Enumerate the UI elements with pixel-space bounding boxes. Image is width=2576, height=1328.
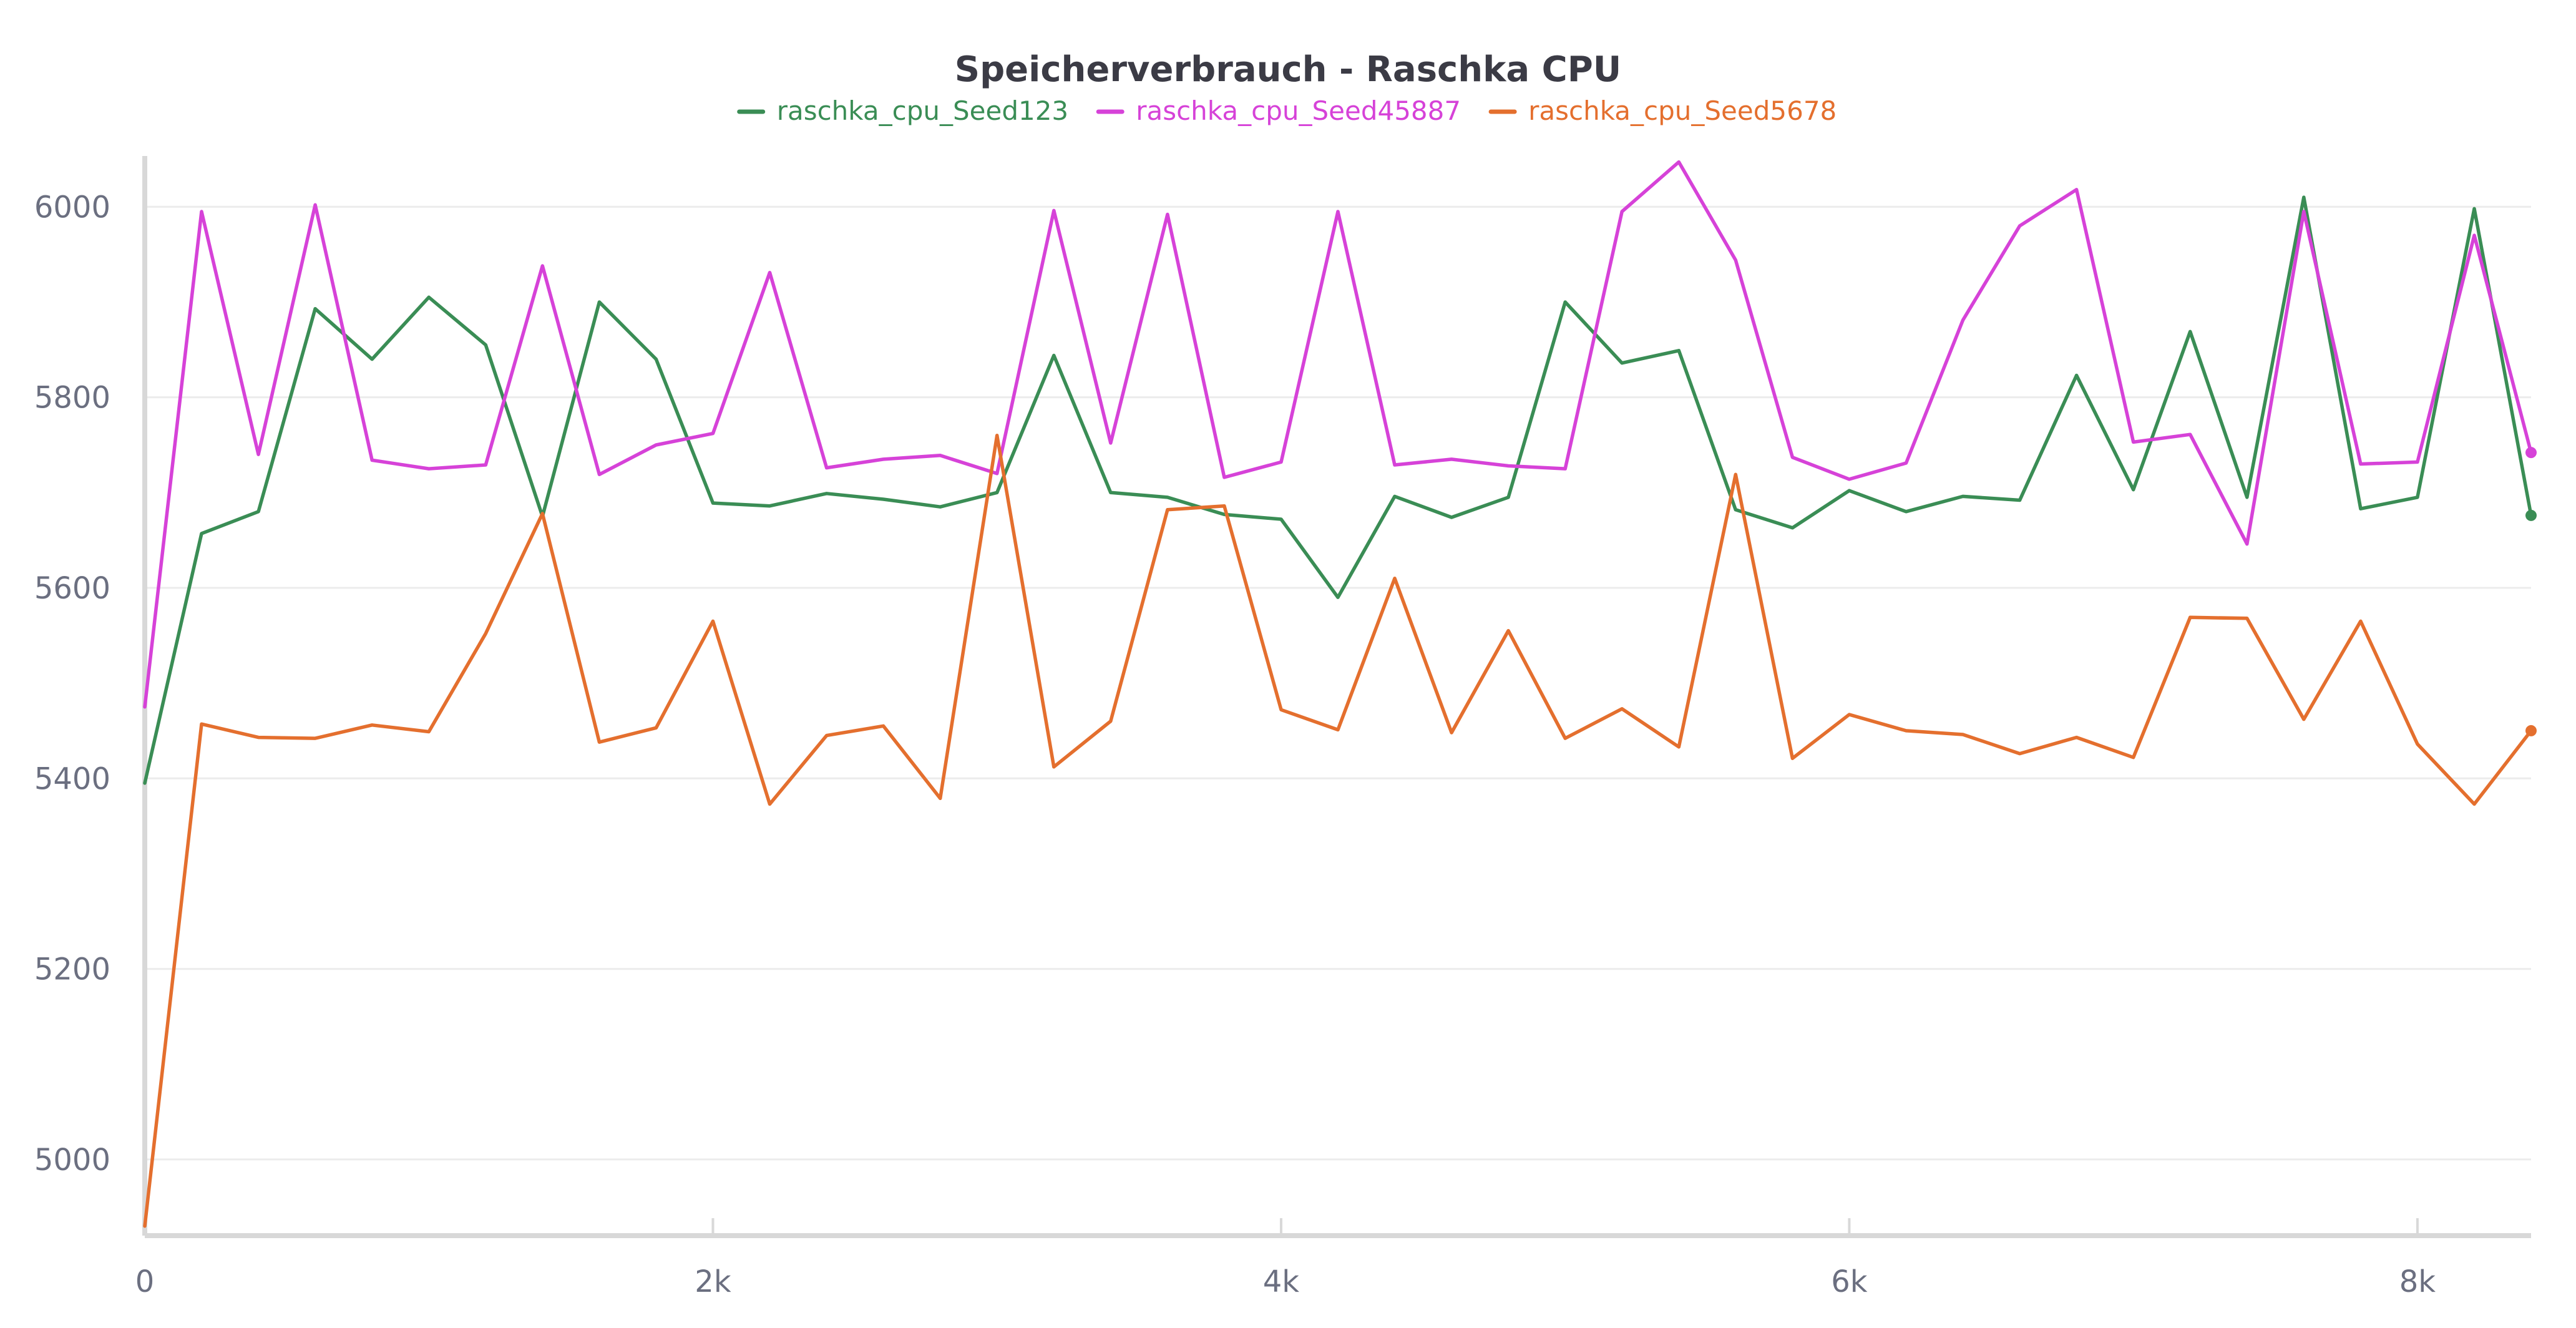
legend: raschka_cpu_Seed123 raschka_cpu_Seed45887… [737,95,1837,126]
legend-label: raschka_cpu_Seed5678 [1528,95,1837,126]
series-line-raschka-cpu-seed5678 [143,433,2533,1228]
x-tick-label: 0 [135,1264,155,1299]
legend-item[interactable]: raschka_cpu_Seed45887 [1096,95,1461,126]
x-tick-label: 6k [1831,1264,1868,1299]
y-tick-label: 5400 [34,761,110,796]
y-tick-label: 5200 [34,952,110,987]
legend-label: raschka_cpu_Seed45887 [1136,95,1461,126]
grid [145,205,2531,1161]
chart-title: Speicherverbrauch - Raschka CPU [955,49,1621,90]
x-tick-label: 4k [1263,1264,1300,1299]
series-endpoint-raschka-cpu-seed5678 [2525,725,2537,736]
series-endpoint-raschka-cpu-seed45887 [2525,447,2537,459]
legend-item[interactable]: raschka_cpu_Seed123 [737,95,1068,126]
x-tick-label: 8k [2399,1264,2436,1299]
axes: 5000 5200 5400 5600 5800 6000 0 2k 4k 6k 8k [34,156,2531,1299]
legend-label: raschka_cpu_Seed123 [777,95,1068,126]
series-layer [143,160,2537,1228]
legend-item[interactable]: raschka_cpu_Seed5678 [1488,95,1837,126]
x-tick-label: 2k [695,1264,731,1299]
y-tick-label: 5800 [34,381,110,416]
y-tick-label: 5600 [34,571,110,606]
series-endpoint-raschka-cpu-seed123 [2525,509,2537,521]
series-line-raschka-cpu-seed45887 [143,160,2533,709]
series-line-raschka-cpu-seed123 [143,195,2533,785]
y-tick-label: 5000 [34,1143,110,1178]
y-tick-label: 6000 [34,190,110,225]
